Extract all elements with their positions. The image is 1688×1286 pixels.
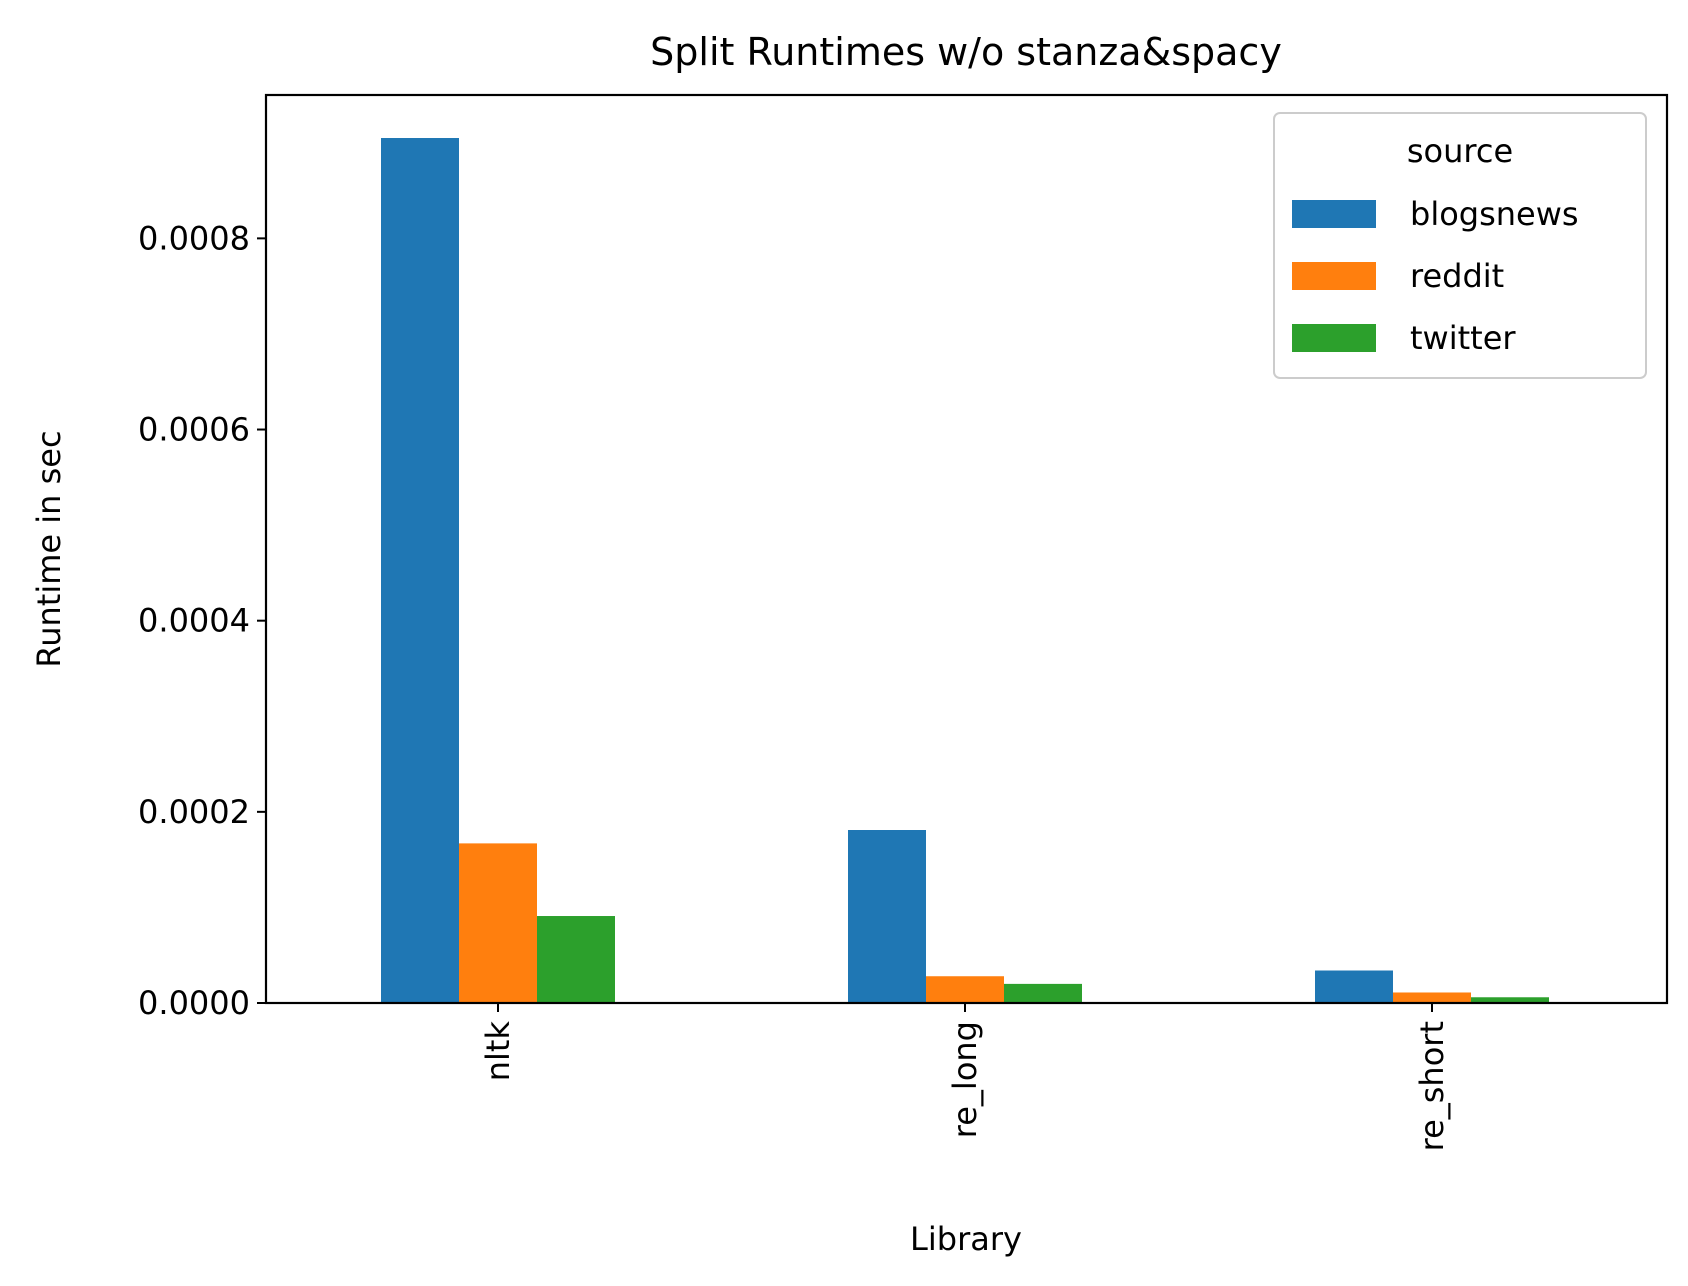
bar-blogsnews-re_long (848, 830, 926, 1003)
y-tick-label: 0.0006 (138, 411, 250, 449)
plot-frame (264, 93, 1669, 1005)
bar-reddit-re_long (926, 976, 1004, 1003)
bar-reddit-nltk (459, 843, 537, 1003)
legend-label-twitter: twitter (1410, 319, 1516, 357)
y-axis: 0.0000 0.0002 0.0004 0.0006 0.0008 (138, 219, 266, 1022)
y-tick-label: 0.0004 (138, 602, 250, 640)
legend-box (1273, 112, 1647, 379)
bar-twitter-nltk (537, 916, 615, 1003)
y-axis-label: Runtime in sec (30, 430, 68, 667)
bar-blogsnews-re_short (1315, 970, 1393, 1003)
legend-swatch-twitter (1292, 324, 1376, 352)
chart-title: Split Runtimes w/o stanza&spacy (650, 30, 1282, 74)
y-tick-label: 0.0000 (138, 984, 250, 1022)
x-tick-label-re_long: re_long (946, 1021, 984, 1138)
bar-twitter-re_long (1004, 983, 1082, 1003)
x-axis: nltk re_long re_short (479, 1003, 1451, 1151)
legend-swatch-blogsnews (1292, 200, 1376, 228)
x-tick-label-re_short: re_short (1413, 1021, 1451, 1151)
bar-reddit-re_short (1393, 992, 1471, 1003)
bars-layer (381, 138, 1549, 1004)
x-tick-label-nltk: nltk (479, 1021, 517, 1082)
legend-label-blogsnews: blogsnews (1410, 195, 1579, 233)
legend-title: source (1407, 132, 1513, 170)
bar-blogsnews-nltk (381, 138, 459, 1004)
y-tick-label: 0.0008 (138, 219, 250, 257)
legend-label-reddit: reddit (1410, 257, 1504, 295)
legend: source blogsnews reddit twitter (1273, 112, 1647, 379)
legend-swatch-reddit (1292, 262, 1376, 290)
y-tick-label: 0.0002 (138, 793, 250, 831)
x-axis-label: Library (910, 1220, 1022, 1258)
bar-twitter-re_short (1471, 997, 1549, 1003)
